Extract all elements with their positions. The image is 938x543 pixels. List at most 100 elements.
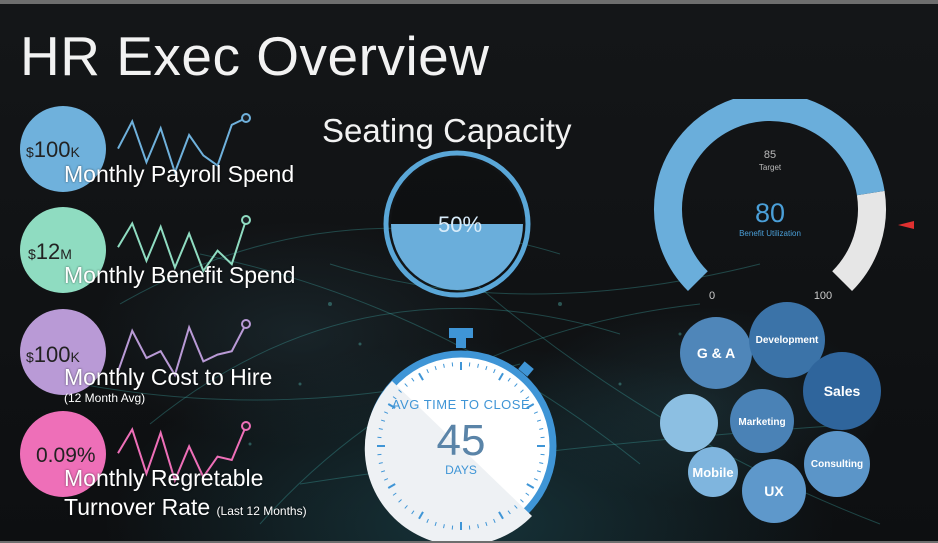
sparkline-line: [117, 323, 247, 378]
turnover-kpi-label: Monthly Regretable: [64, 465, 264, 491]
avg-time-to-close-stopwatch: AVG TIME TO CLOSE 45 DAYS: [364, 328, 557, 541]
stopwatch-side-button: [518, 361, 534, 377]
bottom-border: [0, 541, 938, 543]
stopwatch-tick: [514, 383, 518, 387]
svg-text:Sales: Sales: [824, 383, 861, 399]
stopwatch-tick: [426, 518, 429, 523]
stopwatch-tick: [533, 478, 538, 481]
stopwatch-value: 45: [437, 416, 486, 465]
gauge-value: 80: [755, 198, 785, 228]
stopwatch-tick: [477, 524, 479, 529]
svg-text:Mobile: Mobile: [692, 465, 733, 480]
benefit-kpi-value: $12M: [28, 239, 72, 264]
stopwatch-tick: [536, 419, 542, 422]
stopwatch-tick: [498, 511, 504, 520]
stopwatch-tick: [443, 524, 445, 529]
stopwatch-tick: [411, 510, 415, 515]
bubble-g-and-a[interactable]: G & A: [680, 317, 752, 389]
bubble-mobile[interactable]: Mobile: [688, 447, 738, 497]
stopwatch-tick: [443, 363, 445, 368]
stopwatch-line3: DAYS: [445, 463, 477, 477]
turnover-kpi-circle: [20, 411, 106, 497]
stopwatch-face-shade: [364, 381, 532, 541]
payroll-kpi-value: $100K: [26, 137, 80, 162]
gauge-value-label: Benefit Utilization: [739, 229, 801, 238]
turnover-sparkline: [117, 421, 251, 484]
stopwatch-tick: [378, 462, 383, 464]
svg-text:UX: UX: [764, 483, 784, 499]
stopwatch-tick: [526, 403, 535, 409]
stopwatch-tick: [384, 478, 389, 481]
stopwatch-tick: [387, 403, 396, 409]
stopwatch-tick: [392, 492, 397, 496]
payroll-kpi-circle: [20, 106, 106, 192]
gauge-target-value: 85: [764, 149, 776, 161]
sparkline-end-marker: [241, 113, 251, 123]
bubble-ux[interactable]: UX: [742, 459, 806, 523]
stopwatch-crown: [449, 328, 473, 338]
stopwatch-tick: [539, 428, 544, 430]
svg-text:Marketing: Marketing: [738, 417, 785, 428]
sparkline-end-marker: [241, 215, 251, 225]
bubble-unlabeled[interactable]: [660, 394, 718, 452]
bubble-marketing[interactable]: Marketing: [730, 389, 794, 453]
stopwatch-tick: [411, 377, 415, 382]
stopwatch-tick: [520, 389, 524, 393]
gauge-min-label: 0: [709, 290, 715, 299]
benefit-sparkline: [117, 215, 251, 274]
department-bubbles: G & A Development Sales Marketing Consul…: [660, 302, 881, 523]
stopwatch-tick: [387, 483, 396, 489]
gauge-value-arc: [654, 99, 885, 292]
seating-capacity-value: 50%: [438, 212, 482, 237]
benefit-kpi-circle: [20, 207, 106, 293]
cost-to-hire-sublabel: (12 Month Avg): [64, 391, 146, 405]
stopwatch-tick: [514, 505, 518, 509]
svg-text:G & A: G & A: [697, 345, 735, 361]
gauge-max-label: 100: [814, 290, 832, 299]
stopwatch-tick: [525, 396, 530, 400]
stopwatch-tick: [426, 369, 429, 374]
seating-capacity-gauge: 50%: [383, 150, 531, 298]
stopwatch-tick: [493, 518, 496, 523]
stopwatch-tick: [536, 470, 542, 473]
stopwatch-tick: [477, 363, 479, 368]
stopwatch-tick: [539, 462, 544, 464]
sparkline-line: [117, 219, 247, 274]
stopwatch-tick: [384, 411, 389, 414]
stopwatch-tick: [507, 377, 511, 382]
stopwatch-tick: [418, 372, 424, 381]
payroll-kpi-label: Monthly Payroll Spend: [64, 161, 295, 187]
bubble-consulting[interactable]: Consulting: [804, 431, 870, 497]
sparkline-line: [117, 117, 247, 176]
sparkline-end-marker: [241, 421, 251, 431]
stopwatch-tick: [485, 365, 488, 371]
stopwatch-tick: [533, 411, 538, 414]
stopwatch-tick: [398, 499, 402, 503]
stopwatch-tick: [525, 492, 530, 496]
bubble-sales[interactable]: Sales: [803, 352, 881, 430]
cost-to-hire-kpi-value: $100K: [26, 342, 80, 367]
cost-to-hire-kpi-circle: [20, 309, 106, 395]
bubble-development[interactable]: Development: [749, 302, 825, 378]
stopwatch-tick: [493, 369, 496, 374]
stopwatch-tick: [526, 483, 535, 489]
seating-capacity-title: Seating Capacity: [322, 112, 572, 149]
stopwatch-ticks: [377, 362, 545, 530]
benefit-kpi-label: Monthly Benefit Spend: [64, 262, 296, 288]
gauge-remaining-arc: [831, 190, 886, 292]
stopwatch-stem: [456, 336, 466, 348]
turnover-kpi-label-line2: Turnover Rate (Last 12 Months): [64, 494, 307, 520]
stopwatch-tick: [498, 372, 504, 381]
stopwatch-tick: [392, 396, 397, 400]
stopwatch-line1: AVG TIME TO CLOSE: [392, 397, 530, 412]
page-title: HR Exec Overview: [20, 25, 490, 87]
stopwatch-tick: [434, 365, 437, 371]
turnover-kpi-value: 0.09%: [36, 444, 96, 467]
seating-outer-ring: [383, 150, 531, 298]
stopwatch-tick: [434, 521, 437, 527]
stopwatch-tick: [380, 419, 386, 422]
sparkline-end-marker: [241, 319, 251, 329]
sparkline-line: [117, 425, 247, 484]
stopwatch-tick: [418, 511, 424, 520]
